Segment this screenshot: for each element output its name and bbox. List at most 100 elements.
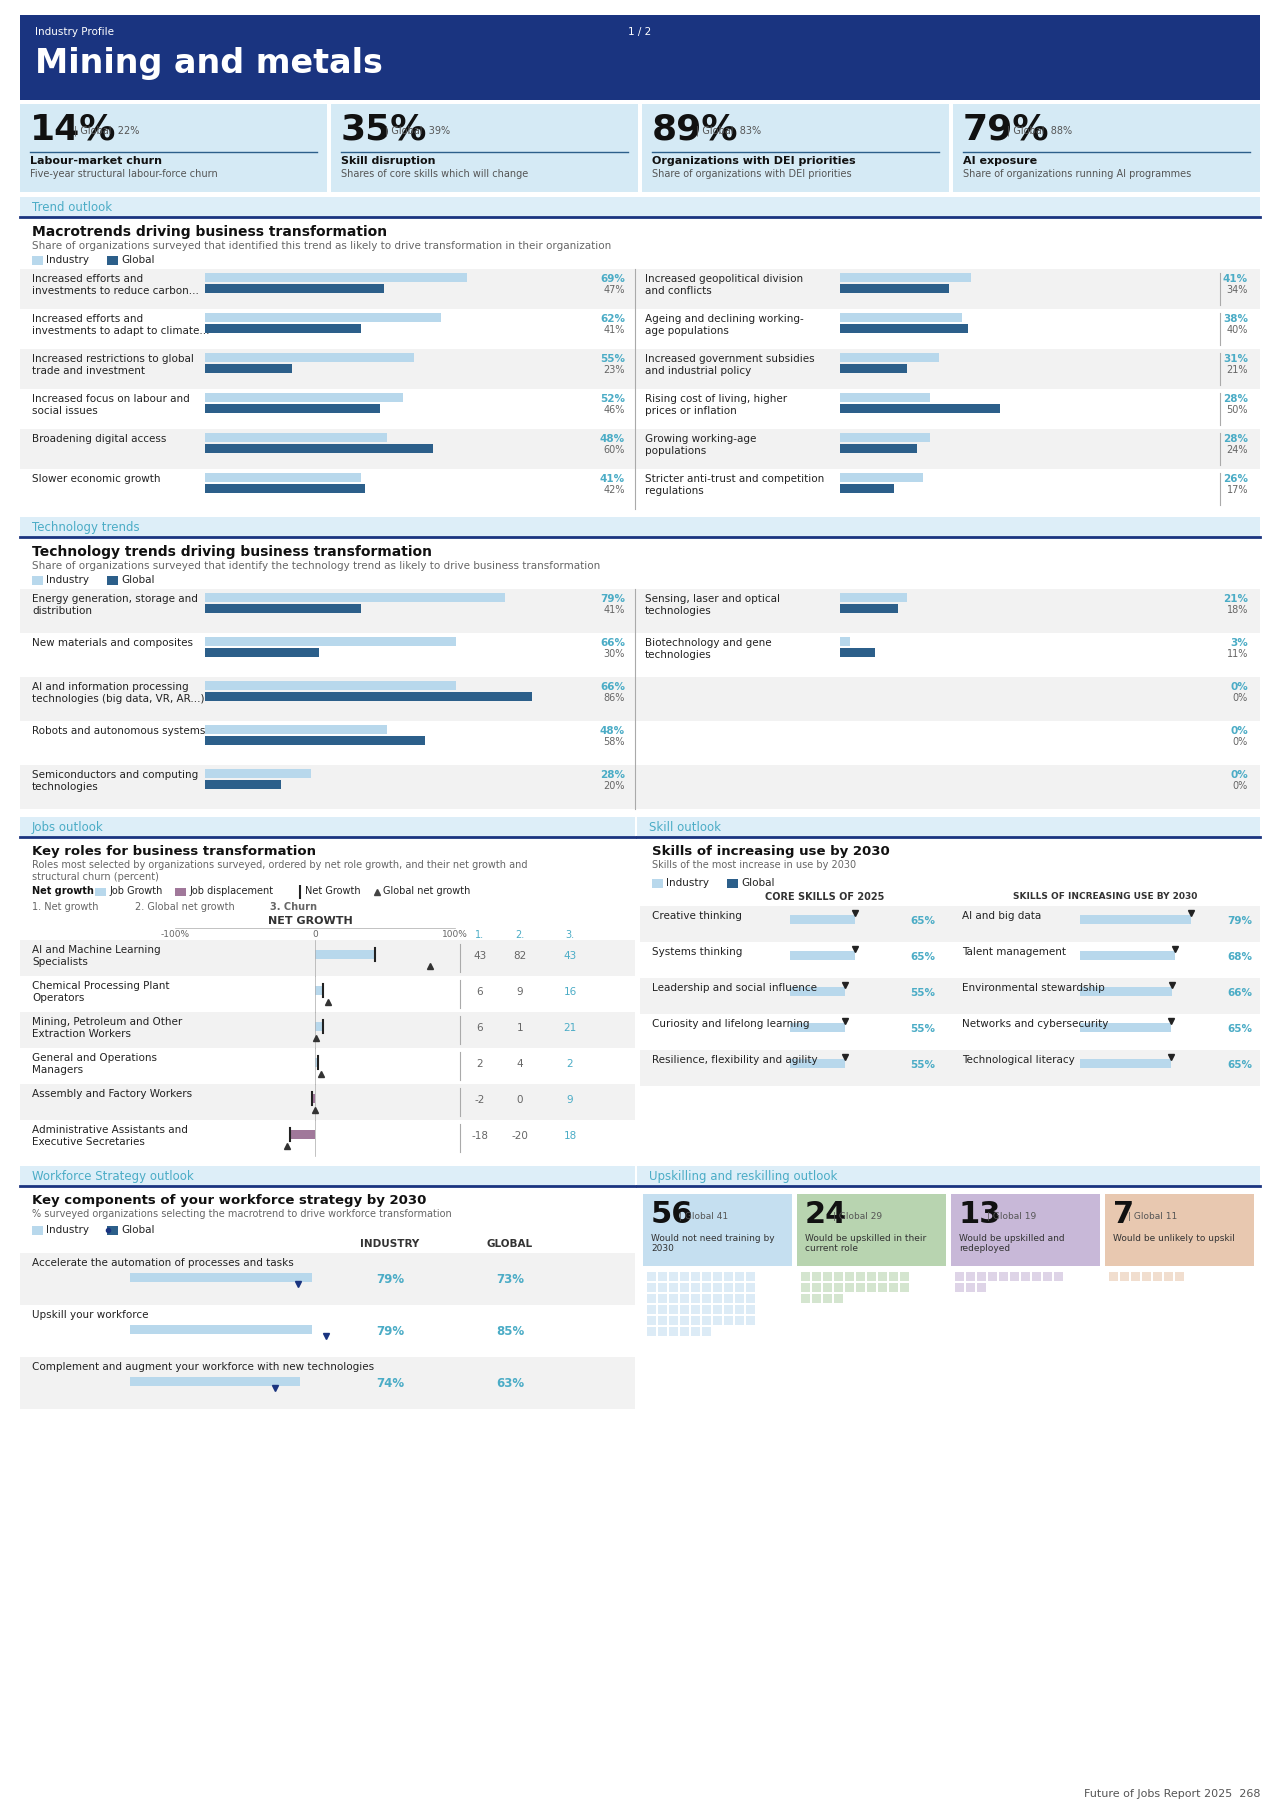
- Bar: [20, 197, 1260, 217]
- Text: Skill disruption: Skill disruption: [340, 156, 435, 166]
- Text: 79%: 79%: [376, 1274, 404, 1286]
- Bar: [954, 103, 1260, 192]
- Text: Organizations with DEI priorities: Organizations with DEI priorities: [652, 156, 855, 166]
- Bar: [845, 1283, 854, 1292]
- Text: Administrative Assistants and
Executive Secretaries: Administrative Assistants and Executive …: [32, 1125, 188, 1147]
- Text: 28%: 28%: [600, 771, 625, 780]
- Text: 1: 1: [517, 1024, 524, 1033]
- Text: 1 / 2: 1 / 2: [628, 27, 652, 36]
- Text: 40%: 40%: [1226, 326, 1248, 335]
- Text: | Global 29: | Global 29: [833, 1212, 882, 1221]
- Text: 60%: 60%: [604, 445, 625, 456]
- Bar: [1080, 952, 1175, 961]
- Bar: [1021, 1272, 1030, 1281]
- Bar: [20, 469, 635, 508]
- Text: Five-year structural labour-force churn: Five-year structural labour-force churn: [29, 168, 218, 179]
- Bar: [312, 1094, 315, 1103]
- Text: 41%: 41%: [600, 474, 625, 485]
- Text: Job Growth: Job Growth: [109, 886, 163, 895]
- Text: | Global  22%: | Global 22%: [74, 127, 140, 136]
- Bar: [20, 1254, 635, 1304]
- Bar: [840, 443, 916, 452]
- Bar: [955, 1283, 964, 1292]
- Text: Skill outlook: Skill outlook: [649, 821, 721, 834]
- Text: Leadership and social influence: Leadership and social influence: [652, 982, 817, 993]
- Text: Share of organizations with DEI priorities: Share of organizations with DEI prioriti…: [652, 168, 851, 179]
- Bar: [801, 1283, 810, 1292]
- Text: Growing working-age
populations: Growing working-age populations: [645, 434, 756, 456]
- Text: Net growth: Net growth: [32, 886, 93, 895]
- Bar: [746, 1315, 755, 1324]
- Bar: [790, 915, 855, 924]
- Bar: [640, 1015, 950, 1049]
- Bar: [20, 977, 635, 1011]
- Text: Technological literacy: Technological literacy: [963, 1055, 1075, 1066]
- Bar: [1080, 988, 1172, 997]
- Text: | Global 41: | Global 41: [678, 1212, 728, 1221]
- Bar: [20, 103, 326, 192]
- Text: 2.: 2.: [516, 930, 525, 941]
- Text: 46%: 46%: [604, 405, 625, 414]
- Text: 11%: 11%: [1226, 649, 1248, 658]
- Text: | Global  39%: | Global 39%: [385, 127, 451, 136]
- Text: Key components of your workforce strategy by 2030: Key components of your workforce strateg…: [32, 1194, 426, 1207]
- Text: Broadening digital access: Broadening digital access: [32, 434, 166, 443]
- Bar: [1153, 1272, 1162, 1281]
- Bar: [635, 469, 1260, 508]
- Bar: [701, 1328, 710, 1337]
- Bar: [823, 1293, 832, 1302]
- Text: 52%: 52%: [600, 394, 625, 403]
- Text: 50%: 50%: [1226, 405, 1248, 414]
- Text: Would not need training by
2030: Would not need training by 2030: [652, 1234, 774, 1254]
- Bar: [701, 1272, 710, 1281]
- Bar: [646, 1328, 657, 1337]
- Bar: [724, 1293, 733, 1302]
- Bar: [691, 1293, 700, 1302]
- Bar: [812, 1272, 820, 1281]
- Text: INDUSTRY: INDUSTRY: [361, 1239, 420, 1248]
- Bar: [175, 888, 186, 895]
- Text: Share of organizations running AI programmes: Share of organizations running AI progra…: [963, 168, 1192, 179]
- Text: 43: 43: [563, 952, 576, 961]
- Text: 2: 2: [567, 1058, 573, 1069]
- Bar: [1032, 1272, 1041, 1281]
- Bar: [205, 769, 311, 778]
- Text: -100%: -100%: [160, 930, 189, 939]
- Bar: [977, 1283, 986, 1292]
- Bar: [205, 313, 440, 322]
- Bar: [20, 818, 635, 838]
- Bar: [315, 1058, 317, 1067]
- Text: 1.: 1.: [475, 930, 485, 941]
- Text: 55%: 55%: [910, 988, 934, 999]
- Text: 48%: 48%: [600, 725, 625, 736]
- Bar: [32, 257, 44, 264]
- Text: 17%: 17%: [1226, 485, 1248, 496]
- Bar: [701, 1304, 710, 1313]
- Text: 6: 6: [476, 988, 484, 997]
- Bar: [205, 693, 531, 702]
- Text: 58%: 58%: [603, 736, 625, 747]
- Text: 7: 7: [1114, 1199, 1134, 1228]
- Text: Rising cost of living, higher
prices or inflation: Rising cost of living, higher prices or …: [645, 394, 787, 416]
- Text: 74%: 74%: [376, 1377, 404, 1389]
- Text: -18: -18: [471, 1131, 489, 1141]
- Text: 3%: 3%: [1230, 639, 1248, 648]
- Text: 79%: 79%: [1228, 915, 1252, 926]
- Bar: [988, 1272, 997, 1281]
- Text: 21%: 21%: [1222, 593, 1248, 604]
- Bar: [131, 1377, 301, 1386]
- Bar: [669, 1328, 678, 1337]
- Text: % surveyed organizations selecting the macrotrend to drive workforce transformat: % surveyed organizations selecting the m…: [32, 1208, 452, 1219]
- Bar: [691, 1315, 700, 1324]
- Bar: [658, 1304, 667, 1313]
- Text: 38%: 38%: [1222, 315, 1248, 324]
- Bar: [20, 633, 635, 677]
- Text: NET GROWTH: NET GROWTH: [268, 915, 352, 926]
- Bar: [840, 604, 897, 613]
- Bar: [20, 429, 635, 469]
- Text: Increased geopolitical division
and conflicts: Increased geopolitical division and conf…: [645, 273, 803, 295]
- Text: 79%: 79%: [600, 593, 625, 604]
- Text: CORE SKILLS OF 2025: CORE SKILLS OF 2025: [765, 892, 884, 903]
- Bar: [205, 680, 456, 689]
- Text: AI and Machine Learning
Specialists: AI and Machine Learning Specialists: [32, 944, 160, 966]
